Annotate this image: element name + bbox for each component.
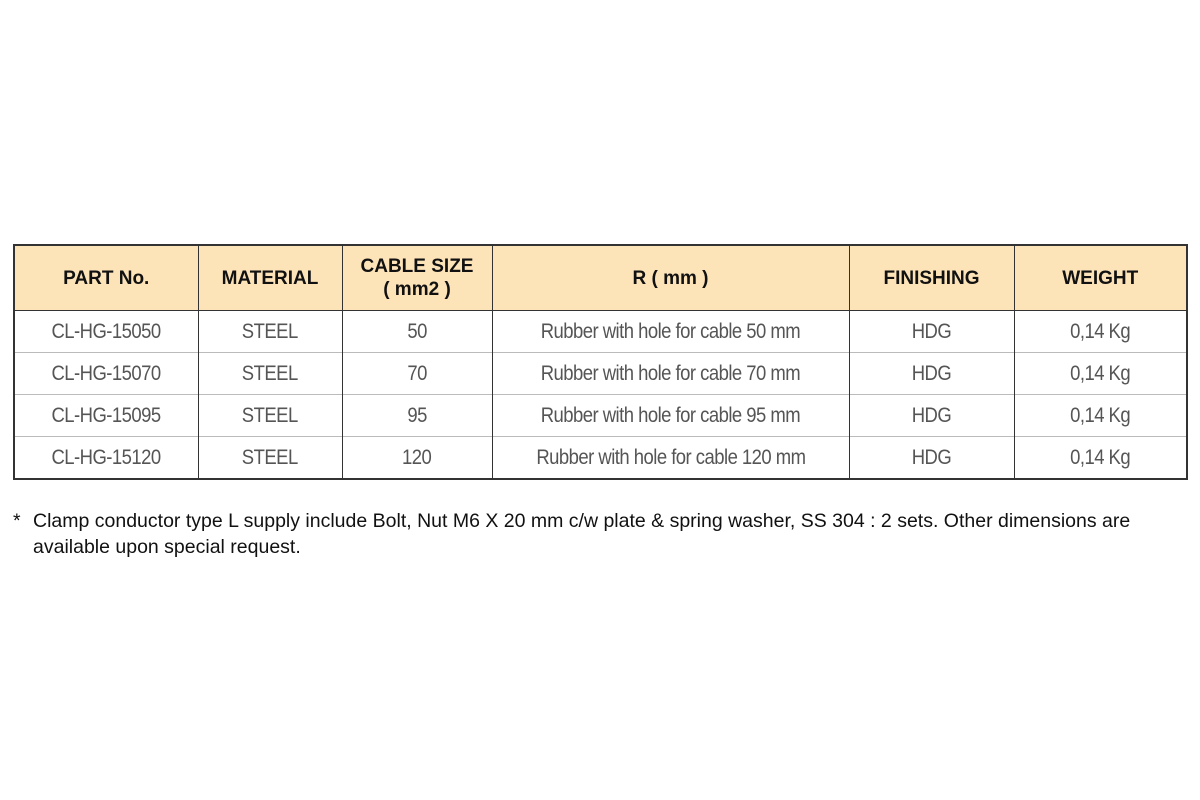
cell-finishing: HDG: [848, 436, 1015, 479]
cell-text: Rubber with hole for cable 70 mm: [540, 361, 801, 385]
cell-weight: 0,14 Kg: [1013, 436, 1188, 479]
cell-text: 95: [407, 403, 427, 427]
cell-text: 0,14 Kg: [1070, 403, 1131, 427]
cell-material: STEEL: [197, 310, 343, 353]
header-r: R ( mm ): [491, 244, 850, 311]
cell-r: Rubber with hole for cable 95 mm: [491, 394, 850, 437]
cell-text: 0,14 Kg: [1070, 319, 1131, 343]
table-row: CL-HG-15050 STEEL 50 Rubber with hole for c…: [13, 310, 1188, 353]
footnote-marker: *: [13, 510, 21, 532]
cell-text: STEEL: [242, 403, 298, 427]
cell-text: 70: [407, 361, 427, 385]
footnote: * Clamp conductor type L supply include …: [13, 508, 1193, 560]
cell-cable-size: 95: [341, 394, 493, 437]
header-cable-size-line1: CABLE SIZE: [360, 256, 474, 277]
cell-r: Rubber with hole for cable 120 mm: [491, 436, 850, 479]
cell-text: STEEL: [242, 319, 298, 343]
cell-text: Rubber with hole for cable 95 mm: [540, 403, 801, 427]
header-material: MATERIAL: [197, 244, 343, 311]
cell-part-no: CL-HG-15050: [13, 310, 199, 353]
table-header-row: PART No. MATERIAL CABLE SIZE( mm2 ) R ( …: [13, 244, 1188, 311]
cell-weight: 0,14 Kg: [1013, 394, 1188, 437]
cell-text: HDG: [911, 403, 952, 427]
cell-text: HDG: [911, 445, 952, 469]
cell-r: Rubber with hole for cable 50 mm: [491, 310, 850, 353]
cell-part-no: CL-HG-15070: [13, 352, 199, 395]
cell-text: HDG: [911, 361, 952, 385]
product-spec-table: PART No. MATERIAL CABLE SIZE( mm2 ) R ( …: [13, 244, 1188, 480]
header-cable-size: CABLE SIZE( mm2 ): [341, 244, 493, 311]
footnote-text: Clamp conductor type L supply include Bo…: [33, 510, 1131, 558]
cell-text: HDG: [911, 319, 952, 343]
cell-material: STEEL: [197, 394, 343, 437]
cell-cable-size: 70: [341, 352, 493, 395]
cell-material: STEEL: [197, 352, 343, 395]
cell-finishing: HDG: [848, 394, 1015, 437]
cell-text: STEEL: [242, 445, 298, 469]
cell-text: 50: [407, 319, 427, 343]
header-weight: WEIGHT: [1013, 244, 1188, 311]
cell-cable-size: 50: [341, 310, 493, 353]
cell-finishing: HDG: [848, 310, 1015, 353]
cell-text: 0,14 Kg: [1070, 361, 1131, 385]
header-finishing: FINISHING: [848, 244, 1015, 311]
cell-text: CL-HG-15070: [51, 361, 162, 385]
cell-finishing: HDG: [848, 352, 1015, 395]
table-row: CL-HG-15095 STEEL 95 Rubber with hole for c…: [13, 394, 1188, 437]
cell-text: STEEL: [242, 361, 298, 385]
cell-text: Rubber with hole for cable 50 mm: [540, 319, 801, 343]
cell-material: STEEL: [197, 436, 343, 479]
cell-text: 120: [402, 445, 432, 469]
cell-text: 0,14 Kg: [1070, 445, 1131, 469]
table-row: CL-HG-15120 STEEL 120 Rubber with hole for …: [13, 436, 1188, 479]
cell-weight: 0,14 Kg: [1013, 310, 1188, 353]
cell-text: CL-HG-15095: [51, 403, 162, 427]
cell-weight: 0,14 Kg: [1013, 352, 1188, 395]
cell-cable-size: 120: [341, 436, 493, 479]
cell-text: CL-HG-15050: [51, 319, 162, 343]
table-row: CL-HG-15070 STEEL 70 Rubber with hole for c…: [13, 352, 1188, 395]
header-part-no: PART No.: [13, 244, 199, 311]
header-cable-size-line2: ( mm2 ): [383, 279, 451, 300]
cell-r: Rubber with hole for cable 70 mm: [491, 352, 850, 395]
cell-text: CL-HG-15120: [51, 445, 162, 469]
cell-part-no: CL-HG-15120: [13, 436, 199, 479]
cell-text: Rubber with hole for cable 120 mm: [535, 445, 806, 469]
cell-part-no: CL-HG-15095: [13, 394, 199, 437]
